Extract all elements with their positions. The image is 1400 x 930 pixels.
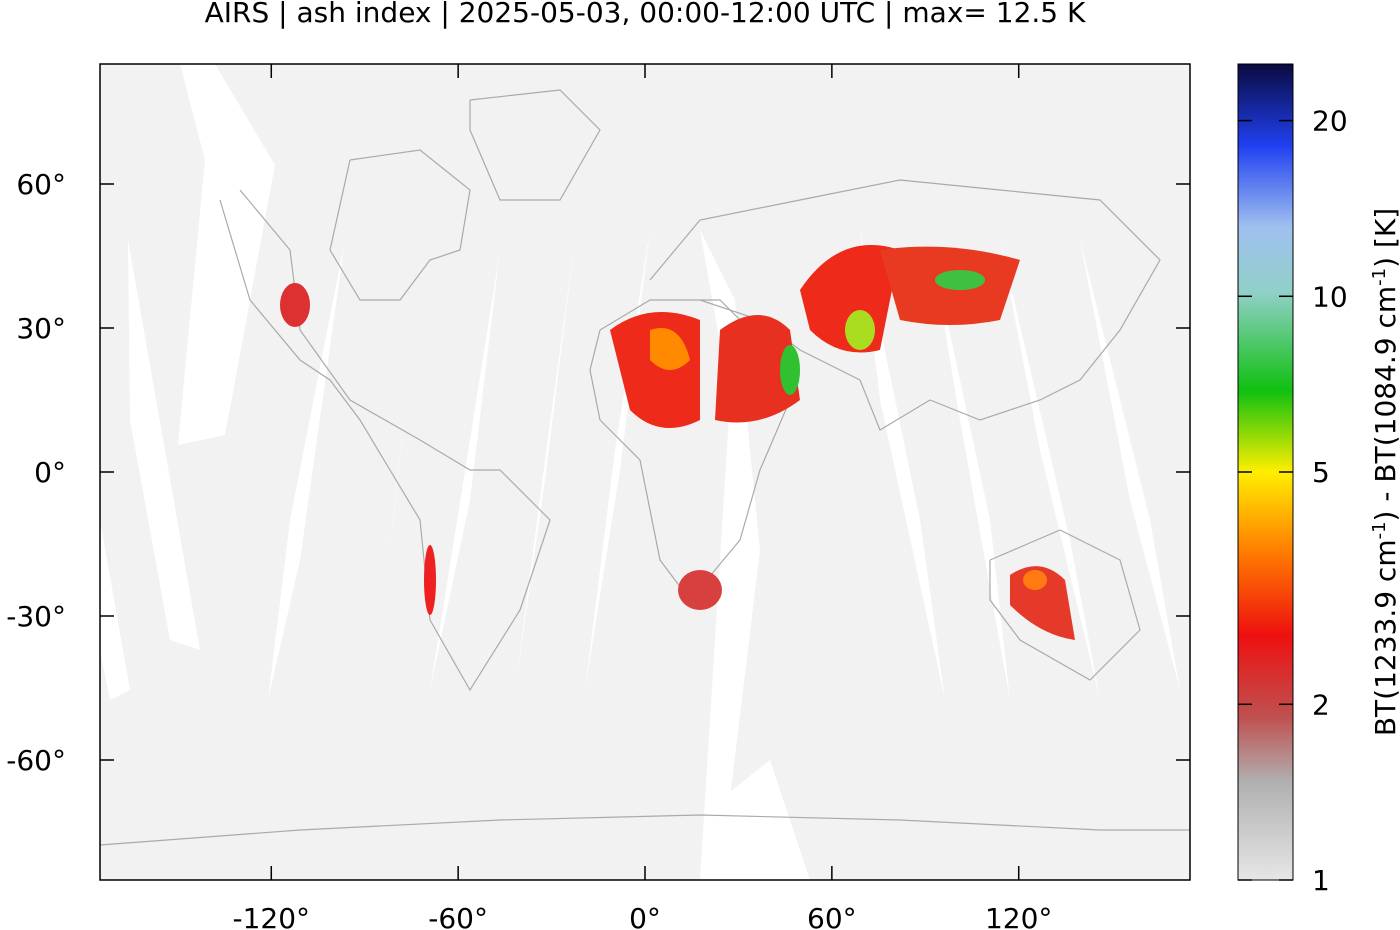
colorbar-tick-label: 5: [1312, 456, 1330, 489]
x-tick-label: -60°: [428, 902, 488, 930]
coastlines: [100, 89, 1190, 846]
colorbar-label-superscript: -1: [1369, 268, 1390, 286]
chart-title: AIRS | ash index | 2025-05-03, 00:00-12:…: [205, 0, 1086, 29]
y-tick-label: -60°: [6, 744, 66, 777]
colorbar-label-part: ) [K]: [1369, 208, 1400, 268]
map-background: [100, 64, 1190, 880]
colorbar-tick-label: 10: [1312, 280, 1348, 313]
colorbar-label-part: BT(1233.9 cm: [1369, 539, 1400, 736]
colorbar-label-superscript: -1: [1369, 521, 1390, 539]
colorbar-label: BT(1233.9 cm-1) - BT(1084.9 cm-1) [K]: [1369, 208, 1400, 736]
y-tick-label: 30°: [16, 312, 66, 345]
y-tick-label: 0°: [34, 456, 66, 489]
map-area: [100, 64, 1190, 880]
ash-signal: [280, 245, 1075, 640]
colorbar-tick-label: 1: [1312, 864, 1330, 897]
colorbar-tick-label: 20: [1312, 105, 1348, 138]
x-tick-label: -120°: [233, 902, 311, 930]
y-tick-label: -30°: [6, 600, 66, 633]
x-tick-label: 120°: [985, 902, 1052, 930]
y-tick-label: 60°: [16, 168, 66, 201]
colorbar-label-part: ) - BT(1084.9 cm: [1369, 286, 1400, 522]
x-tick-label: 0°: [629, 902, 661, 930]
x-tick-label: 60°: [807, 902, 857, 930]
colorbar-tick-label: 2: [1312, 688, 1330, 721]
